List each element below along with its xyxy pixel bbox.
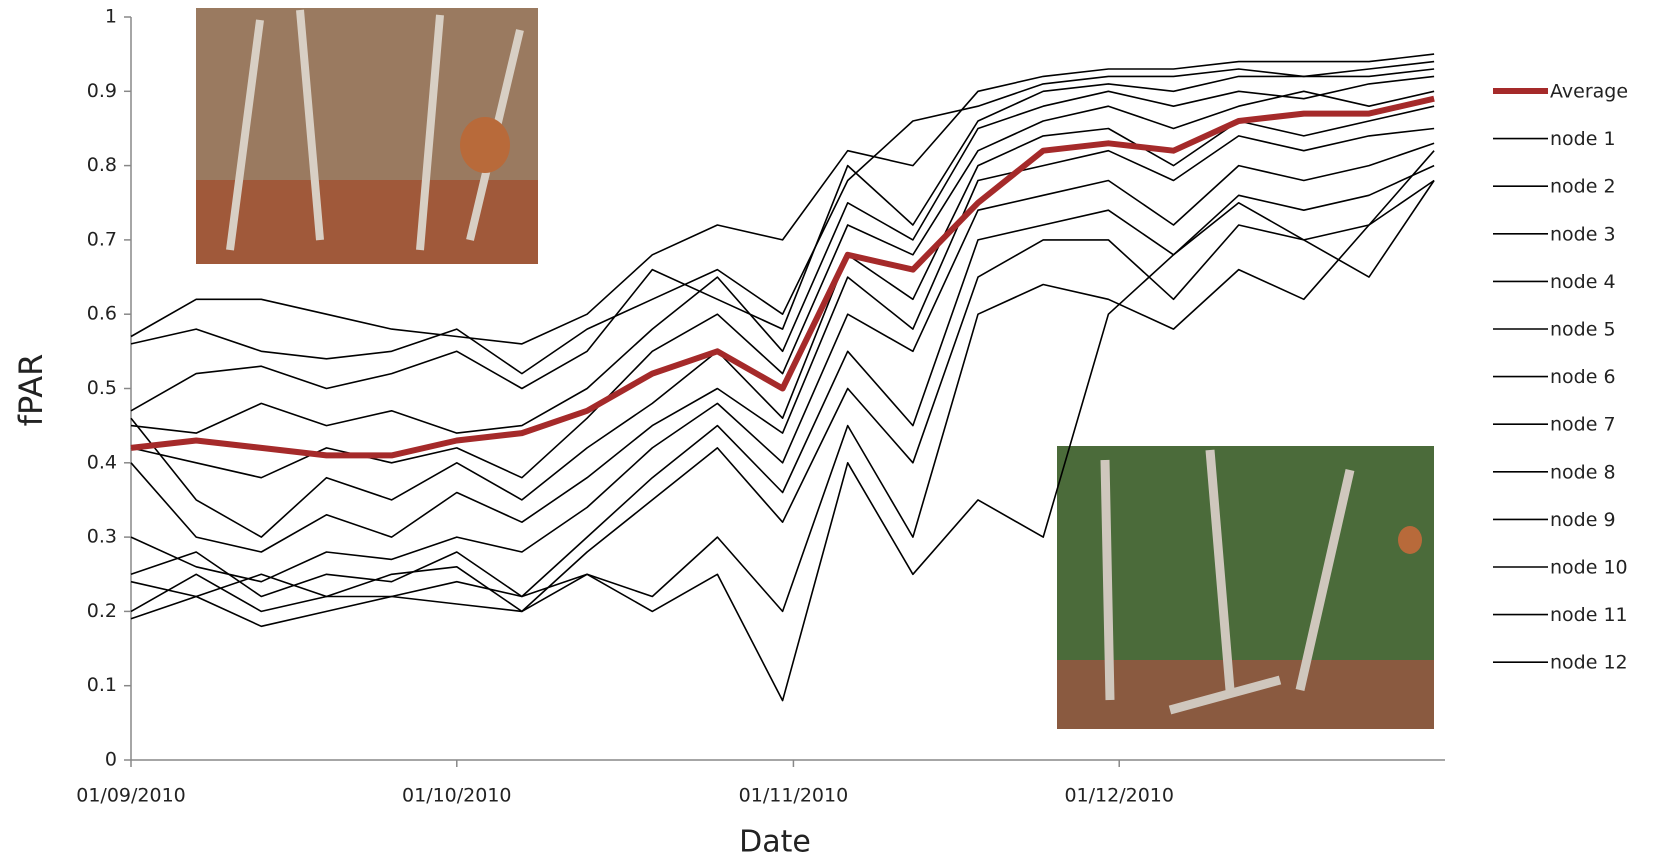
legend-label: Average [1550,81,1628,103]
x-tick-label: 01/12/2010 [1064,785,1174,807]
x-tick-label: 01/10/2010 [402,785,512,807]
page: fPAR Date 0 0.1 0.2 0.3 0.4 0.5 0.6 0.7 0.8 0.9 1 0… [0,0,1653,861]
legend-label: node 12 [1550,652,1628,674]
legend-label: node 7 [1550,414,1616,436]
legend-label: node 1 [1550,128,1616,150]
legend-label: node 8 [1550,461,1616,483]
photo-dry [196,8,538,264]
y-tick-label: 0.6 [87,303,117,325]
y-tick-label: 0.4 [87,451,117,473]
photo-green [1057,446,1434,729]
x-axis-title: Date [739,825,811,860]
legend-label: node 6 [1550,366,1616,388]
y-tick-label: 0 [105,749,117,771]
y-tick-label: 0.1 [87,674,117,696]
legend-label: node 9 [1550,509,1616,531]
legend-label: node 2 [1550,176,1616,198]
chart: fPAR Date 0 0.1 0.2 0.3 0.4 0.5 0.6 0.7 0.8 0.9 1 0… [0,0,1653,861]
y-tick-label: 0.2 [87,600,117,622]
legend-label: node 11 [1550,604,1628,626]
y-tick-label: 1 [105,6,117,28]
x-tick-label: 01/11/2010 [739,785,849,807]
y-tick-label: 0.3 [87,526,117,548]
legend-label: node 4 [1550,271,1616,293]
y-tick-label: 0.7 [87,228,117,250]
y-tick-label: 0.9 [87,80,117,102]
legend-label: node 10 [1550,557,1628,579]
y-tick-label: 0.8 [87,154,117,176]
y-tick-label: 0.5 [87,377,117,399]
x-tick-label: 01/09/2010 [76,785,186,807]
legend-label: node 3 [1550,223,1616,245]
y-axis-title: fPAR [12,354,50,427]
legend-label: node 5 [1550,319,1616,341]
